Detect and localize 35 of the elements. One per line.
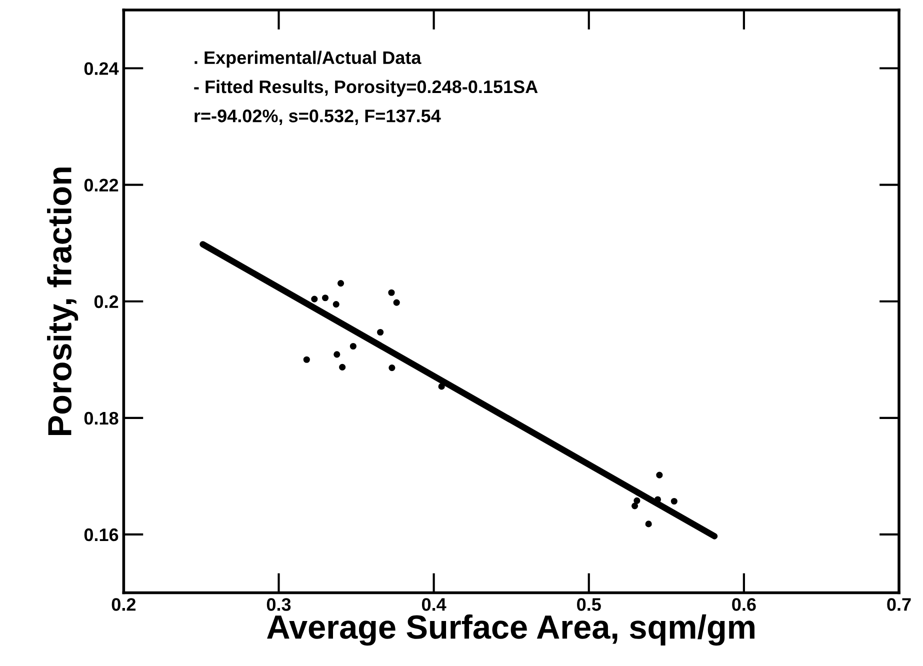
x-tick-label: 0.7 bbox=[887, 598, 911, 611]
point bbox=[393, 299, 400, 306]
point bbox=[350, 342, 356, 350]
x-tick-label: 0.6 bbox=[732, 598, 756, 611]
point bbox=[339, 364, 346, 371]
point bbox=[337, 280, 344, 287]
point bbox=[332, 300, 340, 308]
annotation: - Fitted Results, Porosity=0.248-0.151SA bbox=[194, 80, 538, 97]
x-tick-label: 0.4 bbox=[422, 598, 446, 611]
point bbox=[311, 296, 318, 302]
y-axis-title: Porosity, fraction bbox=[47, 168, 78, 435]
x-tick-label: 0.5 bbox=[577, 598, 601, 611]
annotation: . Experimental/Actual Data bbox=[194, 50, 422, 68]
point bbox=[645, 520, 652, 528]
x-tick-label: 0.3 bbox=[266, 598, 291, 611]
x-axis-title: Average Surface Area, sqm/gm bbox=[267, 614, 754, 646]
point bbox=[334, 351, 340, 358]
point bbox=[322, 294, 329, 302]
y-tick-label: 0.18 bbox=[84, 412, 118, 425]
point bbox=[438, 383, 445, 390]
point bbox=[654, 496, 662, 503]
point bbox=[377, 328, 384, 336]
annotation: r=-94.02%, s=0.532, F=137.54 bbox=[194, 110, 441, 125]
point bbox=[388, 364, 396, 372]
point bbox=[634, 497, 640, 504]
point bbox=[388, 289, 395, 296]
x-tick-label: 0.2 bbox=[112, 598, 136, 611]
y-tick-label: 0.2 bbox=[94, 295, 118, 308]
point bbox=[670, 498, 678, 505]
point bbox=[303, 356, 310, 363]
y-tick-label: 0.24 bbox=[84, 62, 119, 75]
y-tick-label: 0.22 bbox=[84, 178, 118, 192]
point bbox=[656, 472, 663, 478]
point bbox=[631, 502, 638, 510]
y-tick-label: 0.16 bbox=[84, 528, 118, 542]
